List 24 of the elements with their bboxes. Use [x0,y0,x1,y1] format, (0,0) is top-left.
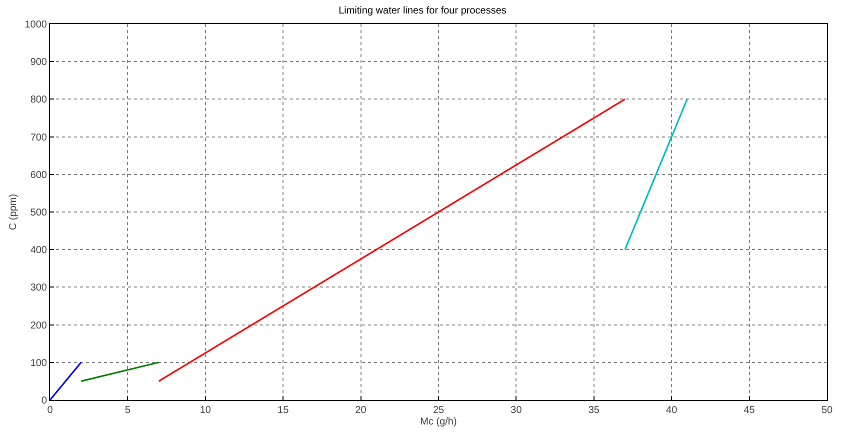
x-tick-label: 35 [588,405,600,416]
x-tick-label: 25 [432,405,444,416]
y-tick-label: 100 [30,358,48,369]
x-tick-label: 45 [744,405,756,416]
y-tick-label: 600 [30,170,48,181]
x-tick-label: 30 [510,405,522,416]
y-axis-title: C (ppm) [8,194,19,230]
x-tick-label: 50 [821,405,833,416]
x-tick-label: 15 [278,405,290,416]
y-tick-label: 700 [30,132,48,144]
x-axis-title: Mc (g/h) [420,416,457,428]
y-tick-label: 1000 [24,20,48,30]
x-tick-label: 5 [124,405,131,416]
chart-title: Limiting water lines for four processes [338,6,506,17]
y-tick-label: 300 [30,282,48,294]
y-tick-label: 900 [30,57,48,68]
y-tick-label: 0 [41,396,48,406]
x-tick-label: 40 [666,405,678,416]
y-tick-label: 400 [30,245,48,256]
y-tick-label: 200 [30,320,48,332]
x-tick-label: 10 [200,405,212,416]
y-tick-label: 500 [30,208,48,218]
y-tick-label: 800 [30,94,48,106]
x-tick-label: 20 [355,405,367,416]
